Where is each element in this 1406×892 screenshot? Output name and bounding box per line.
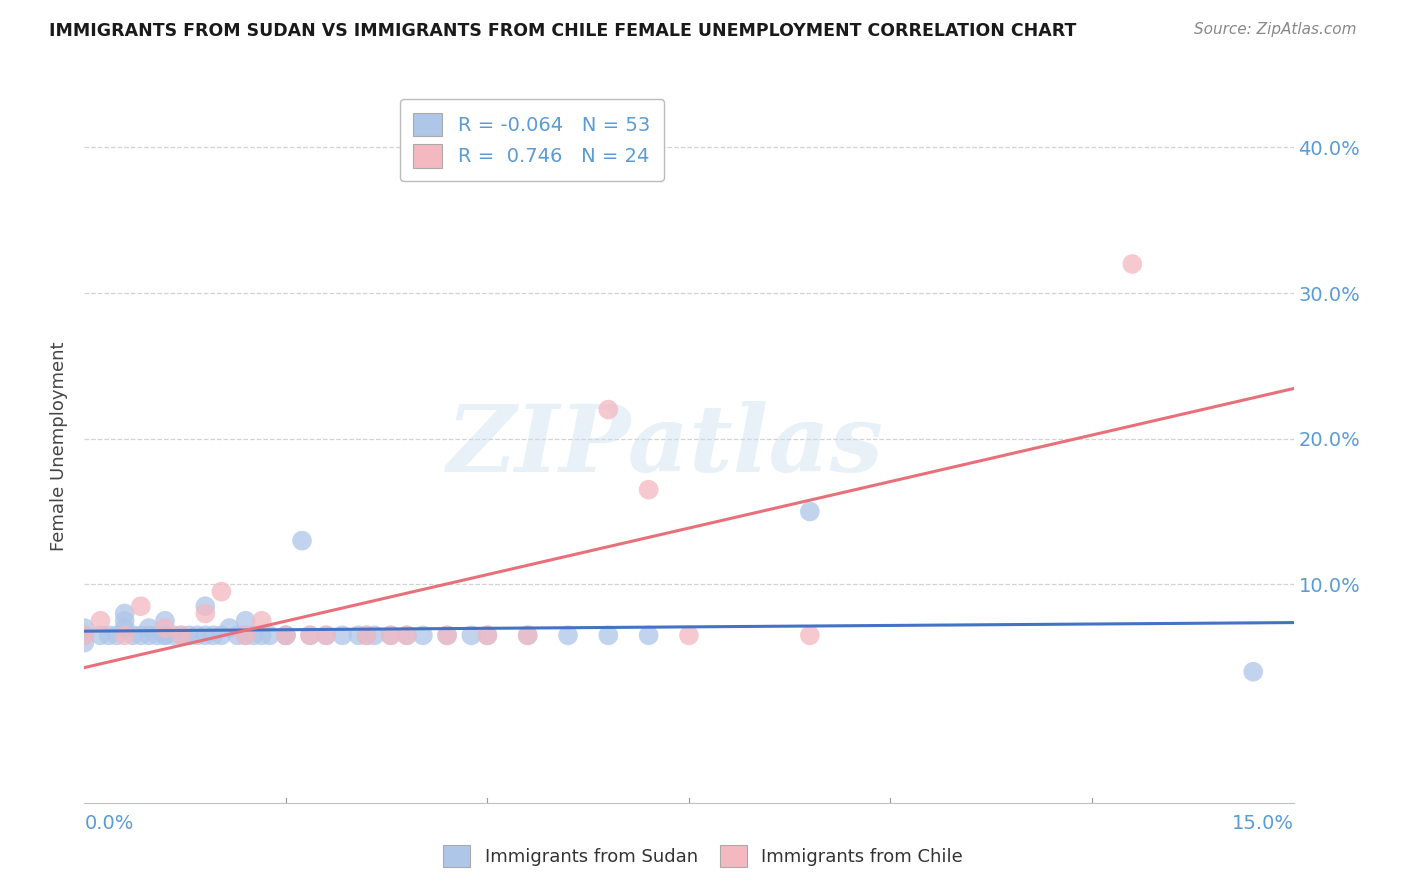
Point: [436, 628, 458, 642]
Point: [347, 628, 370, 642]
Point: [114, 607, 136, 621]
Point: [363, 628, 385, 642]
Point: [129, 628, 152, 642]
Text: ZIPatlas: ZIPatlas: [446, 401, 883, 491]
Point: [153, 628, 176, 642]
Point: [194, 607, 217, 621]
Point: [291, 533, 314, 548]
Point: [170, 628, 193, 642]
Point: [114, 614, 136, 628]
Point: [1241, 665, 1264, 679]
Point: [412, 628, 434, 642]
Point: [235, 628, 257, 642]
Point: [73, 621, 96, 635]
Point: [637, 483, 659, 497]
Point: [477, 628, 499, 642]
Point: [138, 621, 160, 635]
Point: [146, 628, 169, 642]
Point: [299, 628, 322, 642]
Point: [138, 628, 160, 642]
Point: [259, 628, 281, 642]
Point: [598, 402, 620, 417]
Point: [1121, 257, 1143, 271]
Point: [129, 599, 152, 614]
Point: [436, 628, 458, 642]
Point: [395, 628, 418, 642]
Text: 15.0%: 15.0%: [1232, 814, 1294, 833]
Point: [89, 614, 111, 628]
Point: [162, 628, 184, 642]
Point: [73, 628, 96, 642]
Legend: R = -0.064   N = 53, R =  0.746   N = 24: R = -0.064 N = 53, R = 0.746 N = 24: [399, 99, 664, 181]
Point: [170, 628, 193, 642]
Point: [114, 621, 136, 635]
Point: [194, 599, 217, 614]
Point: [598, 628, 620, 642]
Point: [250, 628, 273, 642]
Point: [315, 628, 337, 642]
Point: [799, 628, 821, 642]
Point: [97, 628, 120, 642]
Point: [73, 635, 96, 649]
Point: [105, 628, 128, 642]
Point: [73, 628, 96, 642]
Point: [274, 628, 297, 642]
Point: [235, 628, 257, 642]
Point: [153, 614, 176, 628]
Point: [516, 628, 538, 642]
Point: [274, 628, 297, 642]
Point: [330, 628, 353, 642]
Point: [380, 628, 402, 642]
Point: [799, 504, 821, 518]
Point: [209, 584, 232, 599]
Point: [637, 628, 659, 642]
Point: [250, 614, 273, 628]
Point: [460, 628, 482, 642]
Point: [114, 628, 136, 642]
Point: [395, 628, 418, 642]
Point: [242, 628, 264, 642]
Point: [209, 628, 232, 642]
Point: [194, 628, 217, 642]
Point: [121, 628, 143, 642]
Point: [315, 628, 337, 642]
Point: [678, 628, 700, 642]
Text: 0.0%: 0.0%: [84, 814, 134, 833]
Point: [356, 628, 378, 642]
Text: IMMIGRANTS FROM SUDAN VS IMMIGRANTS FROM CHILE FEMALE UNEMPLOYMENT CORRELATION C: IMMIGRANTS FROM SUDAN VS IMMIGRANTS FROM…: [49, 22, 1077, 40]
Point: [153, 621, 176, 635]
Point: [202, 628, 225, 642]
Y-axis label: Female Unemployment: Female Unemployment: [49, 342, 67, 550]
Point: [477, 628, 499, 642]
Point: [218, 621, 240, 635]
Point: [226, 628, 249, 642]
Legend: Immigrants from Sudan, Immigrants from Chile: Immigrants from Sudan, Immigrants from C…: [436, 838, 970, 874]
Point: [356, 628, 378, 642]
Point: [516, 628, 538, 642]
Text: Source: ZipAtlas.com: Source: ZipAtlas.com: [1194, 22, 1357, 37]
Point: [557, 628, 579, 642]
Point: [274, 628, 297, 642]
Point: [186, 628, 208, 642]
Point: [179, 628, 201, 642]
Point: [380, 628, 402, 642]
Point: [299, 628, 322, 642]
Point: [235, 614, 257, 628]
Point: [153, 628, 176, 642]
Point: [89, 628, 111, 642]
